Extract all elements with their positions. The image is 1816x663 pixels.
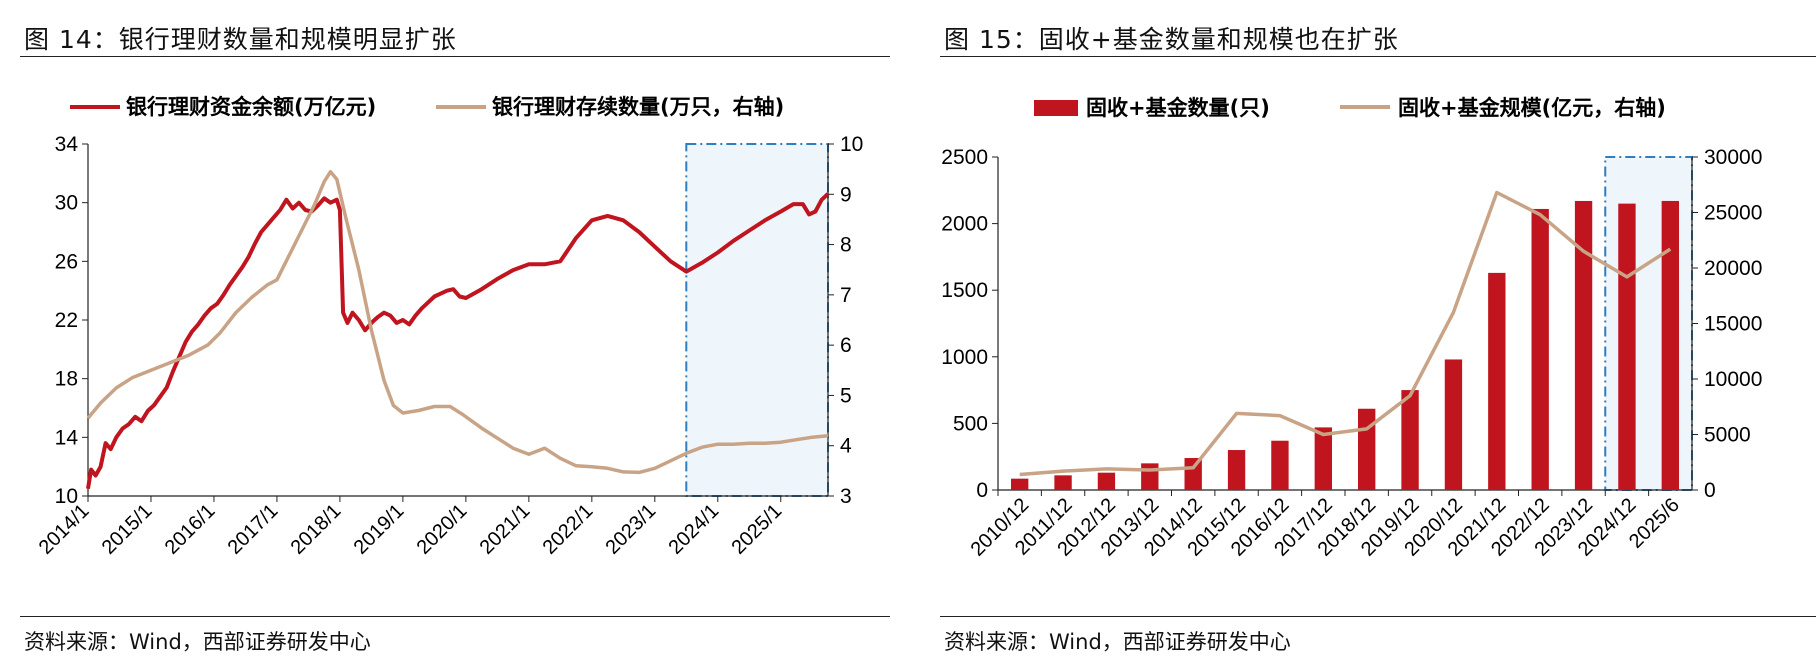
figure-15-source-rule	[940, 616, 1816, 617]
bar	[1227, 450, 1246, 490]
figure-14-source: 资料来源：Wind，西部证券研发中心	[24, 630, 371, 654]
bar	[1488, 272, 1506, 490]
x-tick-label: 2017/1	[224, 500, 283, 559]
x-tick-label: 2025/1	[727, 500, 786, 559]
x-tick-label: 2014/1	[35, 500, 94, 559]
figure-15-title: 图 15：固收+基金数量和规模也在扩张	[944, 25, 1399, 54]
series-line	[1019, 190, 1672, 477]
x-tick-label: 2015/1	[98, 500, 157, 559]
right-y-tick-label: 4	[840, 435, 852, 458]
x-tick-label: 2016/1	[161, 500, 220, 559]
figure-14-title: 图 14：银行理财数量和规模明显扩张	[24, 25, 457, 54]
bar	[1141, 463, 1159, 490]
left-y-tick-label: 22	[55, 309, 78, 332]
figure-14-source-rule	[20, 616, 890, 617]
figure-14-panel: 图 14：银行理财数量和规模明显扩张 10 14 18 22 26 30 34 3 4 5 6 7 8 9…	[0, 0, 890, 663]
figure-15-chart: 0500100015002000250005000100001500020000…	[941, 96, 1762, 561]
left-y-tick-label: 26	[55, 250, 78, 273]
x-tick-label: 2020/1	[413, 500, 472, 559]
highlight-box	[1604, 156, 1693, 491]
legend-label-1: 银行理财资金余额(万亿元)	[126, 95, 376, 119]
left-y-tick-label: 1500	[941, 279, 988, 302]
bar	[1271, 440, 1289, 490]
x-tick-label: 2022/1	[539, 500, 598, 559]
bar	[1401, 390, 1419, 490]
bar	[1618, 203, 1636, 490]
bar	[1011, 478, 1029, 490]
right-y-tick-label: 30000	[1704, 146, 1762, 169]
x-tick-label: 2024/1	[665, 500, 724, 559]
bar	[1531, 208, 1549, 490]
left-y-tick-label: 30	[55, 192, 78, 215]
right-y-tick-label: 25000	[1704, 202, 1762, 225]
bar	[1097, 472, 1116, 490]
left-y-tick-label: 500	[953, 412, 988, 435]
bar	[1661, 200, 1679, 490]
x-tick-label: 2021/1	[476, 500, 535, 559]
bar	[1358, 408, 1376, 490]
legend-label-2: 银行理财存续数量(万只，右轴)	[492, 95, 784, 119]
right-y-tick-label: 6	[840, 334, 852, 357]
series-line-2	[86, 169, 829, 475]
x-tick-label: 2023/1	[602, 500, 661, 559]
bar	[1054, 475, 1072, 490]
bar	[1314, 427, 1332, 490]
bar	[1574, 200, 1593, 490]
figure-15-panel: 图 15：固收+基金数量和规模也在扩张 0 500 1000 1500 2000 2500…	[920, 0, 1816, 663]
left-y-tick-label: 10	[55, 485, 78, 508]
right-y-tick-label: 5000	[1704, 424, 1751, 447]
left-y-tick-label: 0	[976, 479, 988, 502]
right-y-tick-label: 20000	[1704, 257, 1762, 280]
right-y-tick-label: 3	[840, 485, 852, 508]
left-y-tick-label: 1000	[941, 346, 988, 369]
left-y-tick-label: 34	[55, 133, 79, 156]
right-y-tick-label: 7	[840, 284, 852, 307]
series-line-1	[86, 192, 830, 490]
x-tick-label: 2025/6	[1625, 494, 1684, 553]
right-y-tick-label: 10	[840, 133, 863, 156]
right-y-tick-label: 9	[840, 183, 852, 206]
right-y-tick-label: 5	[840, 384, 852, 407]
legend-label-bar: 固收+基金数量(只)	[1086, 96, 1270, 120]
left-y-tick-label: 14	[55, 426, 79, 449]
legend-swatch-bar	[1034, 100, 1078, 116]
right-y-tick-label: 10000	[1704, 368, 1762, 391]
figure-15-source: 资料来源：Wind，西部证券研发中心	[944, 630, 1291, 654]
right-y-tick-label: 15000	[1704, 313, 1762, 336]
left-y-tick-label: 2000	[941, 213, 988, 236]
right-y-tick-label: 0	[1704, 479, 1716, 502]
left-y-tick-label: 2500	[941, 146, 988, 169]
left-y-tick-label: 18	[55, 368, 78, 391]
bar	[1184, 458, 1202, 490]
right-y-tick-label: 8	[840, 234, 852, 257]
figure-14-title-rule	[20, 56, 890, 57]
legend-label-line: 固收+基金规模(亿元，右轴)	[1398, 96, 1666, 120]
bar	[1444, 359, 1463, 490]
x-tick-label: 2019/1	[350, 500, 409, 559]
x-tick-label: 2018/1	[287, 500, 346, 559]
figure-15-title-rule	[940, 56, 1816, 57]
